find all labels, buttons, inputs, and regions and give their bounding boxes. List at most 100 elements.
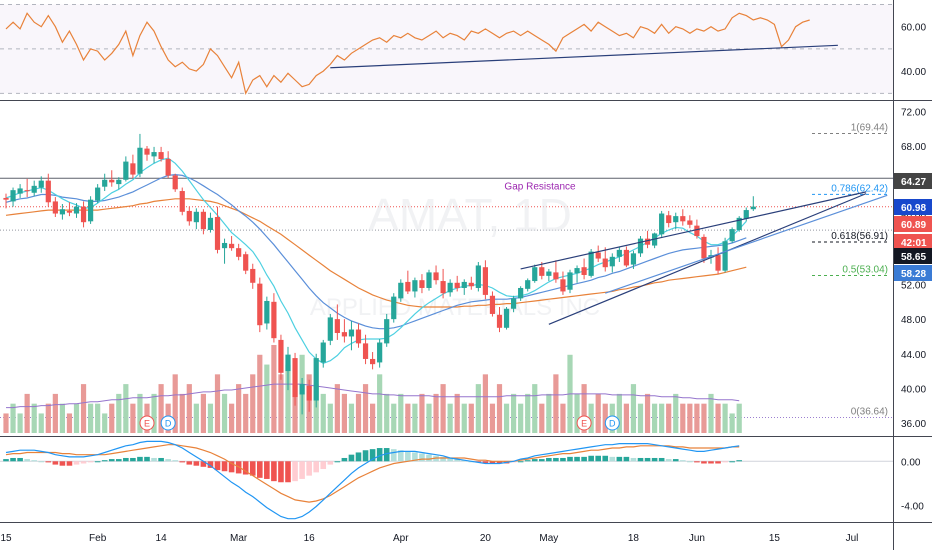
- candle-down: [405, 281, 411, 292]
- candle-up: [384, 319, 390, 344]
- volume-bar: [250, 374, 256, 433]
- macd-histogram-bar: [186, 461, 193, 465]
- wedge-trendline: [520, 191, 867, 270]
- candle-up: [518, 287, 524, 299]
- dividend-marker[interactable]: [160, 415, 176, 431]
- macd-histogram-bar: [588, 455, 594, 462]
- macd-histogram-bar: [299, 461, 305, 479]
- candle-down: [482, 267, 488, 295]
- macd-histogram-bar: [271, 461, 277, 482]
- gap-resistance-label: Gap Resistance: [504, 181, 576, 192]
- macd-histogram-bar: [165, 459, 171, 462]
- volume-bar: [17, 413, 23, 433]
- time-tick-label: Jun: [689, 533, 705, 544]
- macd-histogram-bar: [672, 459, 679, 462]
- volume-bar: [405, 403, 411, 433]
- price-badge: [894, 265, 932, 281]
- price-badge: [894, 216, 932, 232]
- candle-up: [398, 282, 404, 299]
- volume-bar: [729, 413, 735, 433]
- macd-histogram-bar: [574, 456, 580, 462]
- price-badge-text: 42:01: [901, 238, 927, 249]
- volume-bar: [362, 384, 369, 433]
- candle-up: [207, 217, 214, 230]
- macd-histogram-bar: [144, 456, 150, 462]
- volume-bar: [602, 403, 608, 433]
- macd-histogram-bar: [45, 461, 52, 463]
- macd-histogram-bar: [221, 461, 228, 472]
- price-badge: [894, 199, 932, 215]
- volume-bar: [80, 384, 87, 433]
- macd-signal-line: [5, 444, 740, 503]
- dividend-marker[interactable]: [604, 415, 620, 431]
- earnings-marker[interactable]: [576, 415, 592, 431]
- candle-up: [151, 152, 157, 157]
- macd-histogram-bar: [285, 461, 291, 483]
- volume-bar: [426, 403, 432, 433]
- earnings-marker[interactable]: [139, 415, 155, 431]
- macd-histogram-bar: [553, 457, 559, 462]
- candle-down: [370, 358, 376, 365]
- symbol-watermark: AMAT, 1D: [368, 189, 572, 241]
- macd-histogram-bar: [94, 461, 101, 463]
- price-tick-label: 40.00: [901, 384, 926, 395]
- candle-down: [200, 211, 206, 230]
- macd-histogram-bar: [306, 461, 312, 476]
- volume-bar: [59, 403, 65, 433]
- volume-bar: [137, 393, 143, 433]
- fib-1-level-label: 1(69.44): [851, 123, 888, 134]
- volume-bar: [179, 393, 185, 433]
- macd-histogram-bar: [454, 459, 460, 462]
- marker-letter: D: [165, 419, 172, 429]
- volume-bar: [52, 393, 58, 433]
- macd-histogram-bar: [73, 461, 80, 465]
- price-badge: [894, 234, 932, 250]
- candle-down: [130, 163, 136, 175]
- price-badge-text: 58.28: [901, 269, 926, 280]
- candle-down: [109, 179, 115, 183]
- volume-bar: [151, 393, 157, 433]
- macd-histogram-bar: [426, 454, 432, 462]
- candle-down: [243, 254, 249, 271]
- macd-histogram-bar: [644, 457, 651, 462]
- volume-bar: [708, 393, 714, 433]
- volume-bar: [588, 403, 594, 433]
- candle-up: [285, 354, 291, 372]
- macd-histogram-bar: [581, 456, 587, 462]
- candle-down: [306, 385, 312, 401]
- macd-histogram-bar: [116, 459, 122, 462]
- candle-down: [553, 272, 559, 280]
- macd-histogram-bar: [3, 459, 9, 462]
- volume-bar: [24, 393, 30, 433]
- volume-bar: [447, 403, 453, 433]
- volume-bar: [475, 384, 481, 433]
- volume-bar: [581, 384, 587, 433]
- macd-histogram-bar: [708, 461, 714, 464]
- candle-up: [426, 272, 432, 288]
- candle-up: [616, 249, 622, 257]
- candle-down: [214, 216, 221, 250]
- time-tick-label: Apr: [393, 533, 409, 544]
- macd-histogram-bar: [66, 461, 73, 466]
- macd-histogram-bar: [630, 457, 637, 462]
- candle-up: [588, 251, 594, 276]
- candle-up: [17, 188, 23, 194]
- volume-bar: [715, 403, 721, 433]
- candle-up: [637, 238, 644, 254]
- candle-down: [52, 201, 58, 214]
- macd-histogram-bar: [376, 448, 383, 462]
- macd-histogram-bar: [602, 455, 609, 462]
- macd-histogram-bar: [24, 459, 30, 462]
- candle-up: [743, 210, 749, 219]
- candle-down: [3, 197, 9, 200]
- volume-bar: [3, 413, 9, 433]
- volume-bar: [701, 403, 707, 433]
- macd-histogram-bar: [313, 461, 319, 473]
- macd-histogram-bar: [609, 456, 616, 462]
- volume-bar: [221, 393, 228, 433]
- ma-fast-line: [5, 157, 747, 364]
- candle-up: [412, 280, 418, 292]
- rsi-trendline: [330, 44, 838, 69]
- volume-bar: [644, 393, 651, 433]
- macd-histogram-bar: [214, 461, 221, 471]
